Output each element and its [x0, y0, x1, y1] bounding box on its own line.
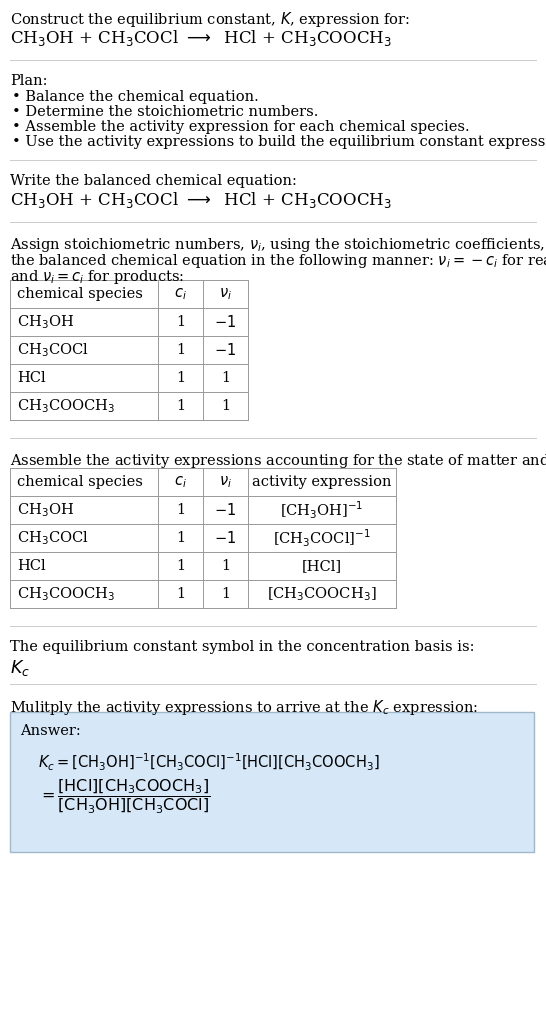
Text: [CH$_3$COCl]$^{-1}$: [CH$_3$COCl]$^{-1}$ [273, 527, 371, 549]
Text: 1: 1 [221, 371, 230, 385]
Text: $K_c = [\mathrm{CH_3OH}]^{-1}[\mathrm{CH_3COCl}]^{-1}[\mathrm{HCl}][\mathrm{CH_3: $K_c = [\mathrm{CH_3OH}]^{-1}[\mathrm{CH… [38, 752, 380, 773]
Text: 1: 1 [176, 343, 185, 357]
Text: 1: 1 [176, 399, 185, 413]
Text: • Determine the stoichiometric numbers.: • Determine the stoichiometric numbers. [12, 105, 318, 119]
Text: CH$_3$OH + CH$_3$COCl $\longrightarrow$  HCl + CH$_3$COOCH$_3$: CH$_3$OH + CH$_3$COCl $\longrightarrow$ … [10, 190, 392, 210]
Text: [HCl]: [HCl] [302, 559, 342, 573]
Text: 1: 1 [221, 399, 230, 413]
Text: 1: 1 [176, 503, 185, 517]
Text: • Balance the chemical equation.: • Balance the chemical equation. [12, 90, 259, 104]
Text: chemical species: chemical species [17, 475, 143, 489]
Text: HCl: HCl [17, 559, 46, 573]
Text: $\nu_i$: $\nu_i$ [219, 474, 232, 490]
Text: Construct the equilibrium constant, $K$, expression for:: Construct the equilibrium constant, $K$,… [10, 10, 410, 29]
Text: $c_i$: $c_i$ [174, 286, 187, 301]
Text: $-1$: $-1$ [215, 314, 236, 330]
Text: CH$_3$COOCH$_3$: CH$_3$COOCH$_3$ [17, 586, 115, 603]
Text: CH$_3$COCl: CH$_3$COCl [17, 529, 88, 547]
Text: 1: 1 [176, 371, 185, 385]
Text: The equilibrium constant symbol in the concentration basis is:: The equilibrium constant symbol in the c… [10, 640, 474, 654]
Text: HCl: HCl [17, 371, 46, 385]
Text: Plan:: Plan: [10, 74, 48, 88]
Text: $K_c$: $K_c$ [10, 658, 30, 678]
Text: CH$_3$OH + CH$_3$COCl $\longrightarrow$  HCl + CH$_3$COOCH$_3$: CH$_3$OH + CH$_3$COCl $\longrightarrow$ … [10, 28, 392, 48]
Text: 1: 1 [221, 587, 230, 601]
Text: CH$_3$COOCH$_3$: CH$_3$COOCH$_3$ [17, 398, 115, 415]
Text: 1: 1 [221, 559, 230, 573]
Text: Mulitply the activity expressions to arrive at the $K_c$ expression:: Mulitply the activity expressions to arr… [10, 698, 478, 717]
Text: $= \dfrac{[\mathrm{HCl}][\mathrm{CH_3COOCH_3}]}{[\mathrm{CH_3OH}][\mathrm{CH_3CO: $= \dfrac{[\mathrm{HCl}][\mathrm{CH_3COO… [38, 778, 211, 817]
Text: 1: 1 [176, 531, 185, 545]
Bar [10, 280, 248, 420]
Text: activity expression: activity expression [252, 475, 391, 489]
Bar [10, 712, 534, 852]
Text: [CH$_3$OH]$^{-1}$: [CH$_3$OH]$^{-1}$ [280, 500, 364, 520]
Text: 1: 1 [176, 315, 185, 329]
Text: and $\nu_i = c_i$ for products:: and $\nu_i = c_i$ for products: [10, 268, 185, 286]
Text: [CH$_3$COOCH$_3$]: [CH$_3$COOCH$_3$] [267, 586, 377, 603]
Text: $-1$: $-1$ [215, 530, 236, 546]
Text: $-1$: $-1$ [215, 342, 236, 358]
Text: 1: 1 [176, 587, 185, 601]
Text: CH$_3$COCl: CH$_3$COCl [17, 341, 88, 359]
Text: 1: 1 [176, 559, 185, 573]
Text: $-1$: $-1$ [215, 502, 236, 518]
Bar [10, 468, 396, 608]
Text: • Assemble the activity expression for each chemical species.: • Assemble the activity expression for e… [12, 120, 470, 134]
Text: Assemble the activity expressions accounting for the state of matter and $\nu_i$: Assemble the activity expressions accoun… [10, 452, 546, 470]
Text: CH$_3$OH: CH$_3$OH [17, 313, 74, 331]
Text: • Use the activity expressions to build the equilibrium constant expression.: • Use the activity expressions to build … [12, 135, 546, 149]
Text: $\nu_i$: $\nu_i$ [219, 286, 232, 301]
Text: the balanced chemical equation in the following manner: $\nu_i = -c_i$ for react: the balanced chemical equation in the fo… [10, 252, 546, 270]
Text: Answer:: Answer: [20, 724, 81, 738]
Text: Assign stoichiometric numbers, $\nu_i$, using the stoichiometric coefficients, $: Assign stoichiometric numbers, $\nu_i$, … [10, 236, 546, 254]
Text: CH$_3$OH: CH$_3$OH [17, 501, 74, 519]
Text: $c_i$: $c_i$ [174, 474, 187, 490]
Text: chemical species: chemical species [17, 287, 143, 301]
Text: Write the balanced chemical equation:: Write the balanced chemical equation: [10, 174, 297, 188]
